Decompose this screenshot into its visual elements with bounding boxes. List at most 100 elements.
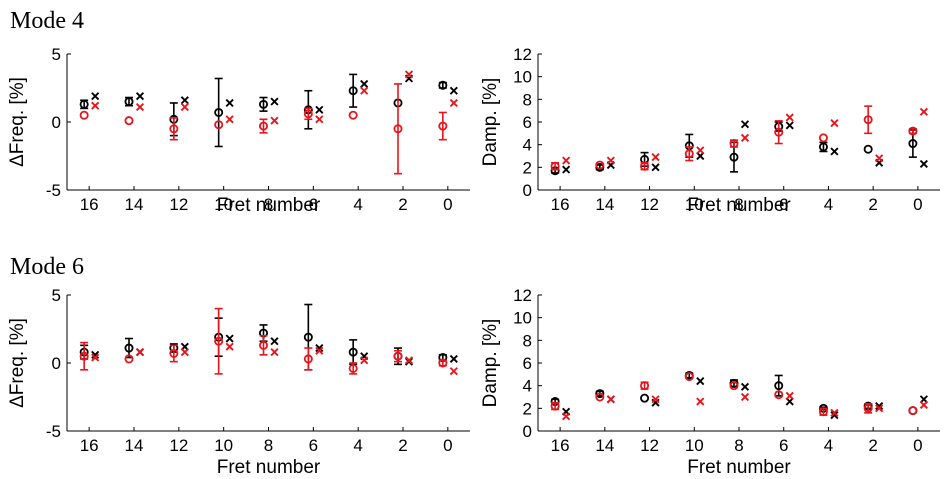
data-point-cross — [562, 156, 571, 165]
series-2 — [79, 83, 448, 175]
series-0 — [550, 121, 918, 176]
data-point-cross — [180, 102, 189, 112]
data-point-cross — [180, 96, 189, 105]
data-point-cross — [606, 395, 615, 404]
data-point-circle — [595, 160, 605, 170]
chart-mode6-frequency: -5 0 5 16 14 12 10 8 6 4 2 0 Fret number ΔFreq. [%] — [7, 286, 470, 478]
data-point-circle — [348, 110, 358, 120]
data-point-cross — [270, 97, 279, 106]
x-tick-label: 8 — [734, 195, 743, 214]
data-point-circle — [595, 389, 605, 399]
x-tick-label: 2 — [398, 436, 407, 455]
x-tick-label: 12 — [169, 195, 188, 214]
data-point-cross — [225, 334, 234, 343]
y-tick-label: 8 — [523, 331, 532, 350]
data-point-cross — [785, 113, 794, 122]
y-tick-label: -5 — [46, 181, 61, 200]
data-point-cross — [91, 101, 100, 110]
data-point-circle — [640, 161, 650, 171]
data-point-cross — [651, 153, 660, 162]
data-point-circle — [729, 152, 739, 162]
x-tick-label: 12 — [640, 436, 659, 455]
data-point-circle — [908, 139, 918, 149]
data-point-cross — [225, 342, 234, 351]
data-point-circle — [124, 97, 134, 107]
x-axis-label: Fret number — [217, 457, 321, 478]
data-point-circle — [550, 161, 560, 171]
x-tick-label: 12 — [640, 195, 659, 214]
x-tick-label: 0 — [913, 436, 922, 455]
series-1 — [91, 74, 458, 114]
x-axis-label: Fret number — [687, 195, 791, 216]
data-point-circle — [303, 332, 313, 342]
x-tick-label: 14 — [125, 436, 144, 455]
data-point-cross — [785, 121, 794, 130]
data-point-cross — [449, 367, 458, 376]
x-tick-label: 10 — [685, 436, 704, 455]
data-point-cross — [270, 348, 279, 357]
y-tick-label: 8 — [523, 90, 532, 109]
y-tick-label: 6 — [523, 354, 532, 373]
data-point-circle — [258, 99, 268, 109]
data-point-cross — [696, 146, 705, 155]
y-tick-label: 5 — [52, 45, 61, 64]
data-point-cross — [180, 348, 189, 357]
x-tick-label: 8 — [264, 195, 273, 214]
y-tick-label: 0 — [523, 422, 532, 441]
data-point-circle — [818, 133, 828, 143]
series-2 — [550, 105, 918, 171]
data-point-cross — [919, 400, 928, 410]
data-point-cross — [830, 408, 839, 417]
data-point-circle — [729, 381, 739, 391]
data-point-cross — [696, 397, 705, 406]
data-point-circle — [214, 120, 224, 130]
data-point-circle — [640, 393, 650, 403]
data-point-cross — [919, 159, 928, 169]
x-tick-label: 0 — [443, 436, 452, 455]
series-3 — [562, 391, 928, 421]
y-axis-label: Damp. [%] — [480, 78, 501, 167]
data-point-circle — [438, 358, 448, 368]
x-tick-label: 14 — [595, 436, 614, 455]
data-point-cross — [562, 412, 571, 421]
data-point-circle — [214, 336, 224, 346]
data-point-cross — [360, 79, 369, 88]
data-point-circle — [550, 401, 560, 411]
y-tick-label: 5 — [52, 286, 61, 305]
data-point-cross — [449, 86, 458, 95]
x-tick-label: 8 — [734, 436, 743, 455]
data-point-cross — [315, 346, 324, 355]
series-1 — [562, 120, 928, 174]
data-point-circle — [393, 351, 403, 361]
data-point-cross — [562, 165, 571, 174]
x-tick-label: 6 — [309, 436, 318, 455]
y-axis-label: ΔFreq. [%] — [7, 77, 28, 167]
data-point-circle — [258, 340, 268, 350]
series-3 — [562, 107, 928, 165]
data-point-cross — [404, 357, 414, 366]
data-point-circle — [729, 139, 739, 149]
y-tick-label: 0 — [52, 354, 61, 373]
data-point-circle — [863, 115, 873, 125]
x-axis-label: Fret number — [217, 195, 321, 216]
x-tick-label: 16 — [551, 195, 570, 214]
data-point-circle — [79, 351, 89, 361]
chart-mode4-damping: 0 2 4 6 8 10 12 16 14 12 10 8 6 4 2 0 Fret number Damp. [… — [480, 45, 940, 216]
x-tick-label: 14 — [595, 195, 614, 214]
x-tick-label: 2 — [398, 195, 407, 214]
y-tick-label: 4 — [523, 136, 532, 155]
data-point-circle — [348, 347, 358, 357]
y-tick-label: 10 — [513, 309, 532, 328]
y-tick-label: -5 — [46, 422, 61, 441]
y-tick-label: 2 — [523, 158, 532, 177]
data-point-cross — [270, 337, 279, 346]
series-2 — [550, 372, 918, 417]
x-tick-label: 4 — [353, 436, 362, 455]
data-point-cross — [135, 102, 145, 112]
data-point-circle — [348, 86, 358, 96]
data-point-circle — [124, 354, 134, 364]
data-point-circle — [258, 121, 268, 131]
data-point-cross — [315, 115, 324, 124]
data-point-cross — [740, 120, 750, 129]
data-point-cross — [875, 401, 884, 411]
